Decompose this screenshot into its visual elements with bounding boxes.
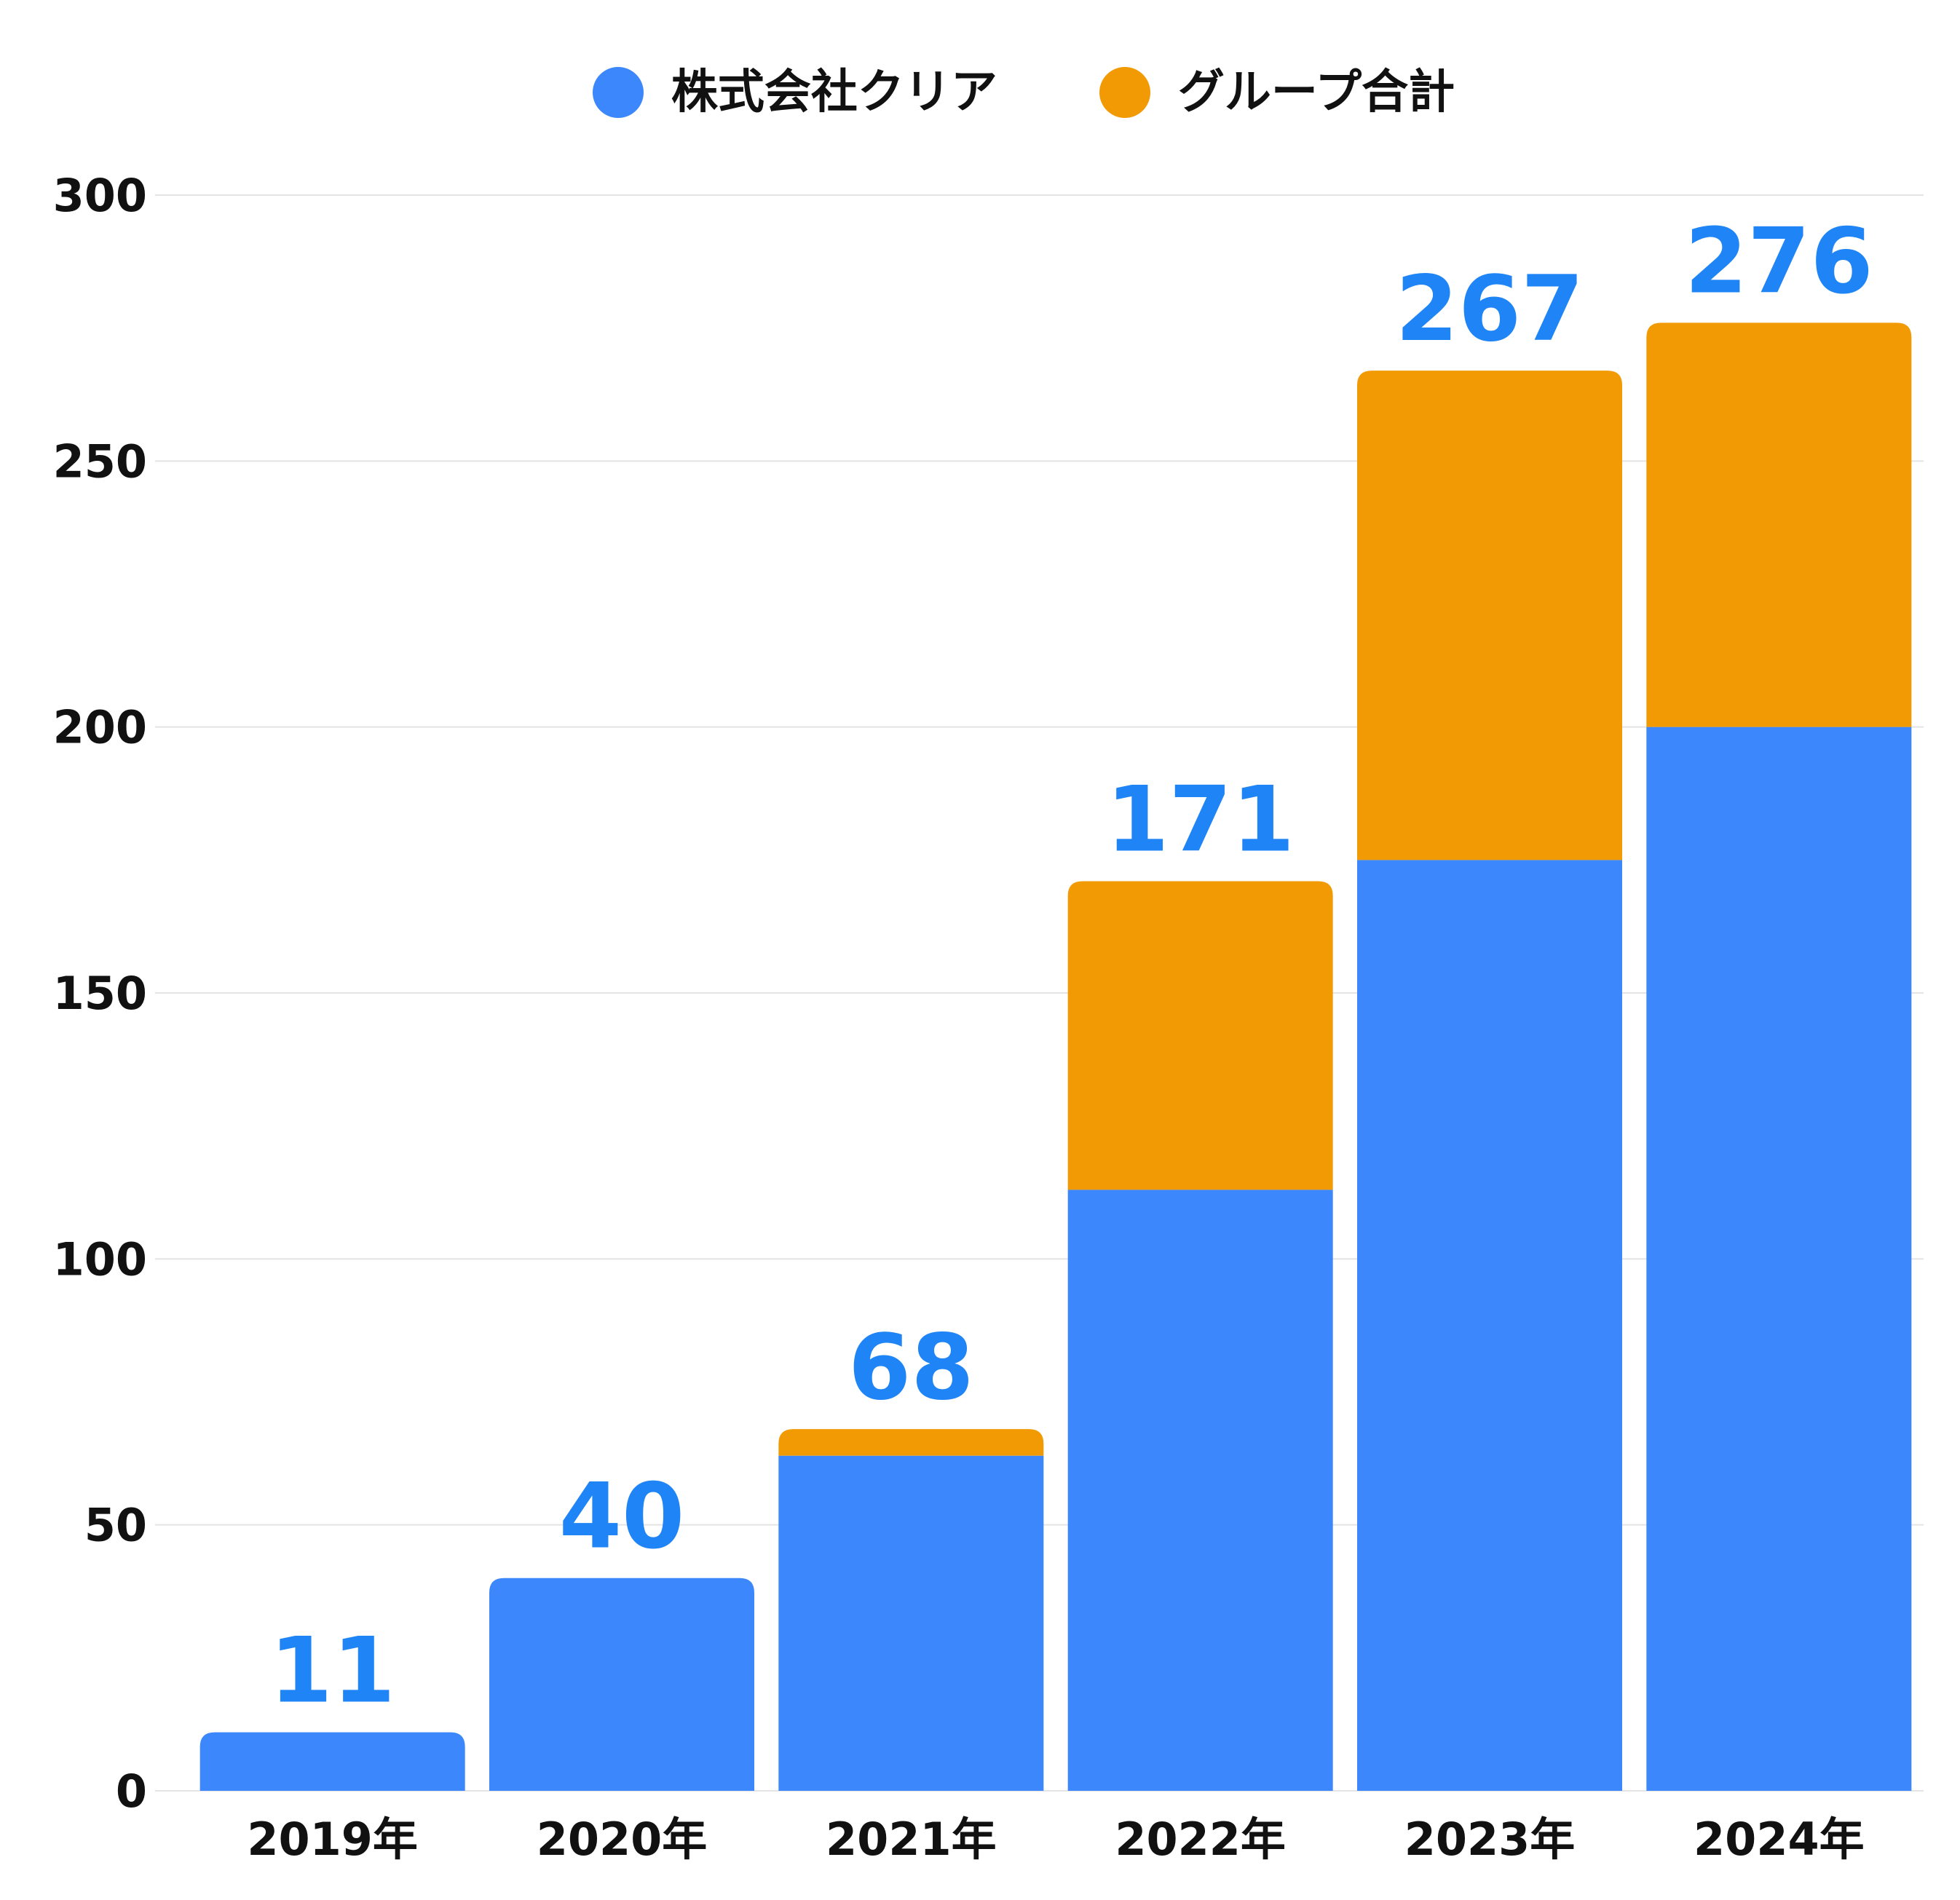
bars <box>199 322 1912 1791</box>
total-label-2022年: 171 <box>1106 768 1295 873</box>
legend-item-group-total: グループ合計 <box>1099 67 1455 118</box>
total-label-2019年: 11 <box>269 1619 395 1724</box>
total-label-2021年: 68 <box>848 1315 974 1420</box>
y-tick-label-100: 100 <box>53 1232 147 1286</box>
x-tick-label-2021年: 2021年 <box>826 1813 997 1866</box>
total-labels: 11 40 68 171 267 276 <box>269 209 1873 1723</box>
y-tick-label-150: 150 <box>53 967 147 1020</box>
x-axis: 2019年 2020年 2021年 2022年 2023年 2024年 <box>247 1813 1864 1866</box>
bar-clear-2023年 <box>1357 860 1622 1791</box>
y-tick-label-200: 200 <box>53 701 147 754</box>
bar-clear-2024年 <box>1646 727 1912 1791</box>
total-label-2024年: 276 <box>1685 209 1873 314</box>
y-tick-label-50: 50 <box>84 1499 147 1552</box>
y-tick-label-300: 300 <box>53 169 147 222</box>
x-tick-label-2022年: 2022年 <box>1115 1813 1286 1866</box>
x-tick-label-2024年: 2024年 <box>1694 1813 1865 1866</box>
total-label-2020年: 40 <box>559 1465 685 1570</box>
legend-label-group-total: グループ合計 <box>1177 66 1455 119</box>
bar-group-total-2023年 <box>1357 371 1622 860</box>
y-tick-label-250: 250 <box>53 435 147 488</box>
y-tick-label-0: 0 <box>116 1765 147 1818</box>
x-tick-label-2020年: 2020年 <box>537 1813 708 1866</box>
legend-swatch-clear <box>592 67 644 118</box>
x-tick-label-2023年: 2023年 <box>1404 1813 1576 1866</box>
bar-clear-2019年 <box>199 1732 465 1791</box>
legend-swatch-group-total <box>1099 67 1150 118</box>
bar-clear-2022年 <box>1067 1190 1333 1791</box>
y-axis: 0 50 100 150 200 250 300 <box>53 169 147 1818</box>
bar-group-total-2024年 <box>1646 322 1912 727</box>
total-label-2023年: 267 <box>1396 257 1584 362</box>
bar-clear-2021年 <box>778 1455 1044 1791</box>
x-tick-label-2019年: 2019年 <box>247 1813 418 1866</box>
bar-group-total-2022年 <box>1067 881 1333 1190</box>
legend-label-clear: 株式会社クリア <box>671 66 997 119</box>
bar-clear-2020年 <box>489 1578 754 1791</box>
bar-group-total-2021年 <box>778 1429 1044 1456</box>
legend-item-clear: 株式会社クリア <box>592 66 997 119</box>
legend: 株式会社クリア グループ合計 <box>44 67 1960 118</box>
